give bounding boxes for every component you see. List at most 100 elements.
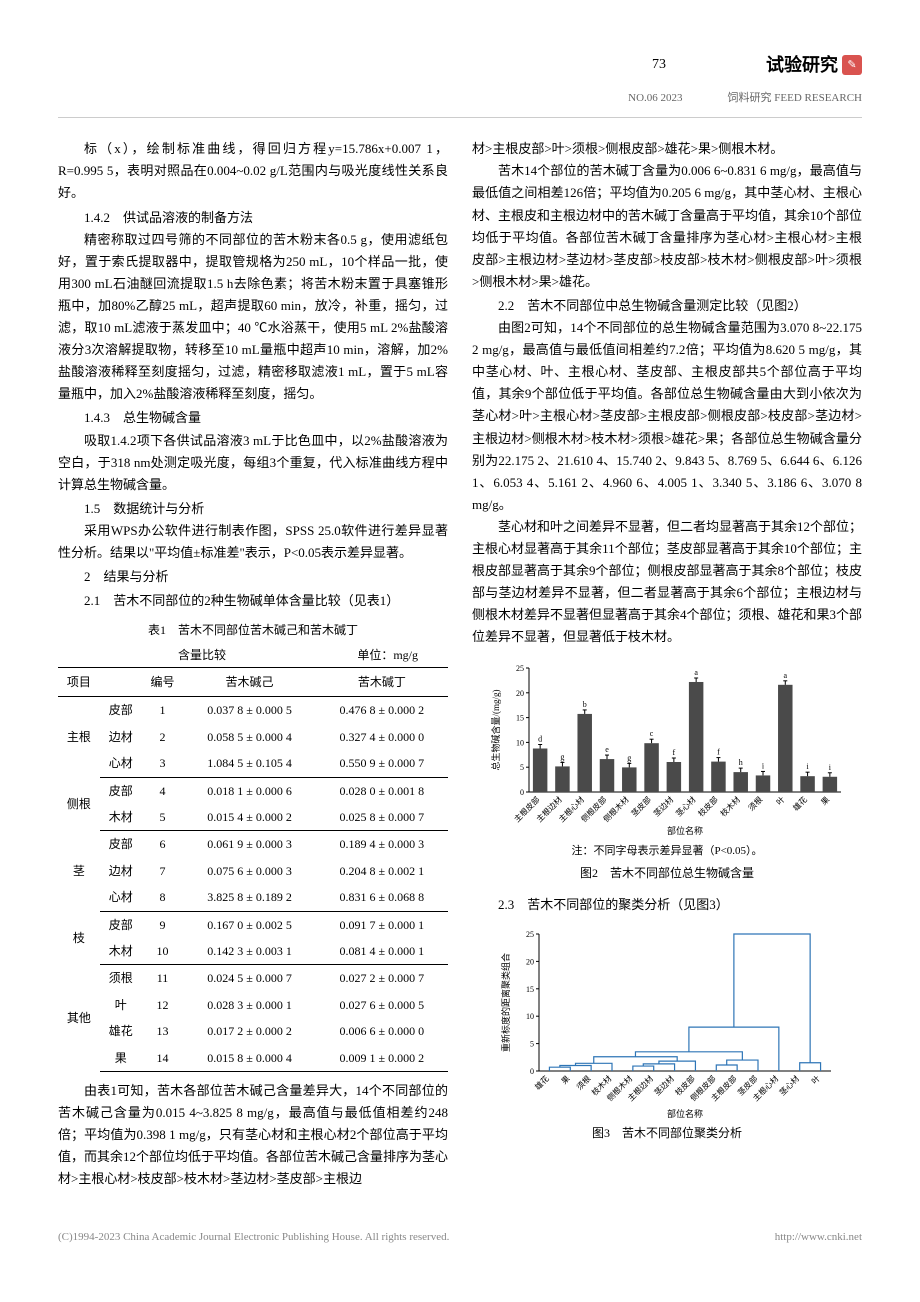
- svg-text:0: 0: [520, 788, 524, 797]
- section-2.3: 2.3 苦木不同部位的聚类分析（见图3）: [472, 894, 862, 916]
- group-name: 枝: [58, 911, 100, 965]
- journal-icon: ✎: [842, 55, 862, 75]
- table-row: 其他须根110.024 5 ± 0.000 70.027 2 ± 0.000 7: [58, 965, 448, 992]
- right-column: 材>主根皮部>叶>须根>侧根皮部>雄花>果>侧根木材。 苦木14个部位的苦木碱丁…: [472, 138, 862, 1190]
- table-cell: 0.018 1 ± 0.000 6: [183, 777, 315, 804]
- table-cell: 0.831 6 ± 0.068 8: [316, 884, 448, 911]
- svg-text:茎心材: 茎心材: [674, 795, 698, 819]
- svg-text:i: i: [829, 763, 832, 772]
- svg-text:果: 果: [819, 795, 831, 807]
- table-row: 叶120.028 3 ± 0.000 10.027 6 ± 0.000 5: [58, 992, 448, 1018]
- table-cell: 10: [142, 938, 184, 965]
- group-name: 主根: [58, 697, 100, 777]
- dendrogram-svg: 0510152025重新标度的距离聚类组合雄花果须根枝木材侧根木材主根边材茎边材…: [497, 926, 837, 1121]
- section-1.5: 1.5 数据统计与分析: [58, 498, 448, 520]
- subheader: NO.06 2023 饲料研究 FEED RESEARCH: [58, 89, 862, 108]
- section-1.4.3: 1.4.3 总生物碱含量: [58, 407, 448, 429]
- table-row: 木材50.015 4 ± 0.000 20.025 8 ± 0.000 7: [58, 804, 448, 831]
- fig2-note: 注：不同字母表示差异显著（P<0.05）。: [472, 842, 862, 861]
- fig3-caption: 图3 苦木不同部位聚类分析: [472, 1123, 862, 1143]
- svg-text:b: b: [583, 700, 587, 709]
- table-cell: 0.061 9 ± 0.000 3: [183, 831, 315, 858]
- svg-text:部位名称: 部位名称: [667, 825, 703, 836]
- table-cell: 0.027 2 ± 0.000 7: [316, 965, 448, 992]
- copyright-text: (C)1994-2023 China Academic Journal Elec…: [58, 1228, 449, 1247]
- svg-text:d: d: [538, 735, 542, 744]
- para-r1: 材>主根皮部>叶>须根>侧根皮部>雄花>果>侧根木材。: [472, 138, 862, 160]
- table-row: 主根皮部10.037 8 ± 0.000 50.476 8 ± 0.000 2: [58, 697, 448, 724]
- footer-url: http://www.cnki.net: [775, 1228, 862, 1247]
- page-footer: (C)1994-2023 China Academic Journal Elec…: [58, 1220, 862, 1247]
- svg-text:i: i: [806, 763, 809, 772]
- svg-text:f: f: [673, 748, 676, 757]
- table-cell: 0.015 8 ± 0.000 4: [183, 1045, 315, 1072]
- svg-text:15: 15: [526, 984, 534, 993]
- para-r4: 茎心材和叶之间差异不显著，但二者均显著高于其余12个部位；主根心材显著高于其余1…: [472, 516, 862, 649]
- table-cell: 0.015 4 ± 0.000 2: [183, 804, 315, 831]
- svg-text:0: 0: [530, 1067, 534, 1076]
- section-2.1: 2.1 苦木不同部位的2种生物碱单体含量比较（见表1）: [58, 590, 448, 612]
- svg-text:叶: 叶: [810, 1074, 822, 1086]
- table-cell: 0.204 8 ± 0.002 1: [316, 858, 448, 884]
- table-cell: 7: [142, 858, 184, 884]
- svg-text:5: 5: [530, 1039, 534, 1048]
- table-cell: 0.167 0 ± 0.002 5: [183, 911, 315, 938]
- table-cell: 0.476 8 ± 0.000 2: [316, 697, 448, 724]
- para-intro: 标（x），绘制标准曲线，得回归方程y=15.786x+0.007 1，R=0.9…: [58, 138, 448, 204]
- table-cell: 皮部: [100, 831, 142, 858]
- table-header: 苦木碱丁: [316, 668, 448, 697]
- svg-text:雄花: 雄花: [532, 1073, 550, 1091]
- table1-caption: 表1 苦木不同部位苦木碱己和苦木碱丁: [58, 620, 448, 640]
- svg-text:25: 25: [526, 930, 534, 939]
- table-row: 边材70.075 6 ± 0.000 30.204 8 ± 0.002 1: [58, 858, 448, 884]
- journal-name-en: 饲料研究 FEED RESEARCH: [728, 89, 862, 108]
- table-cell: 皮部: [100, 777, 142, 804]
- svg-text:10: 10: [516, 739, 524, 748]
- table-cell: 雄花: [100, 1018, 142, 1044]
- table-header: 苦木碱己: [183, 668, 315, 697]
- svg-text:部位名称: 部位名称: [667, 1108, 703, 1119]
- table-cell: 11: [142, 965, 184, 992]
- table-cell: 3: [142, 750, 184, 777]
- table-cell: 13: [142, 1018, 184, 1044]
- table-row: 枝皮部90.167 0 ± 0.002 50.091 7 ± 0.000 1: [58, 911, 448, 938]
- svg-text:果: 果: [560, 1074, 572, 1086]
- table-cell: 0.081 4 ± 0.000 1: [316, 938, 448, 965]
- issue-number: NO.06 2023: [628, 89, 682, 108]
- table-cell: 1.084 5 ± 0.105 4: [183, 750, 315, 777]
- table-cell: 果: [100, 1045, 142, 1072]
- table-cell: 0.006 6 ± 0.000 0: [316, 1018, 448, 1044]
- table-cell: 心材: [100, 750, 142, 777]
- para-table1-desc: 由表1可知，苦木各部位苦木碱己含量差异大，14个不同部位的苦木碱己含量为0.01…: [58, 1080, 448, 1190]
- table-cell: 0.075 6 ± 0.000 3: [183, 858, 315, 884]
- svg-text:a: a: [784, 671, 788, 680]
- svg-text:5: 5: [520, 764, 524, 773]
- table-cell: 3.825 8 ± 0.189 2: [183, 884, 315, 911]
- svg-text:g: g: [627, 754, 631, 763]
- table-row: 边材20.058 5 ± 0.000 40.327 4 ± 0.000 0: [58, 724, 448, 750]
- table-cell: 0.189 4 ± 0.000 3: [316, 831, 448, 858]
- svg-text:15: 15: [516, 714, 524, 723]
- svg-text:茎皮部: 茎皮部: [629, 795, 653, 819]
- para-r2: 苦木14个部位的苦木碱丁含量为0.006 6~0.831 6 mg/g，最高值与…: [472, 160, 862, 293]
- table-cell: 边材: [100, 858, 142, 884]
- section-2: 2 结果与分析: [58, 566, 448, 588]
- svg-text:重新标度的距离聚类组合: 重新标度的距离聚类组合: [500, 953, 511, 1052]
- table-cell: 皮部: [100, 697, 142, 724]
- left-column: 标（x），绘制标准曲线，得回归方程y=15.786x+0.007 1，R=0.9…: [58, 138, 448, 1190]
- page-number: 73: [652, 53, 666, 77]
- table1-sub-left: 含量比较: [178, 645, 226, 665]
- figure-2: 0510152025总生物碱含量/(mg/g)d主根皮部g主根边材b主根心材e侧…: [472, 658, 862, 883]
- svg-text:茎边材: 茎边材: [651, 795, 675, 819]
- group-name: 茎: [58, 831, 100, 911]
- group-name: 其他: [58, 965, 100, 1072]
- table-cell: 14: [142, 1045, 184, 1072]
- table-cell: 5: [142, 804, 184, 831]
- svg-text:25: 25: [516, 664, 524, 673]
- table-cell: 0.058 5 ± 0.000 4: [183, 724, 315, 750]
- svg-text:f: f: [717, 748, 720, 757]
- svg-text:总生物碱含量/(mg/g): 总生物碱含量/(mg/g): [490, 690, 501, 771]
- svg-text:叶: 叶: [775, 795, 787, 807]
- svg-text:枝木材: 枝木材: [718, 795, 742, 819]
- table-cell: 叶: [100, 992, 142, 1018]
